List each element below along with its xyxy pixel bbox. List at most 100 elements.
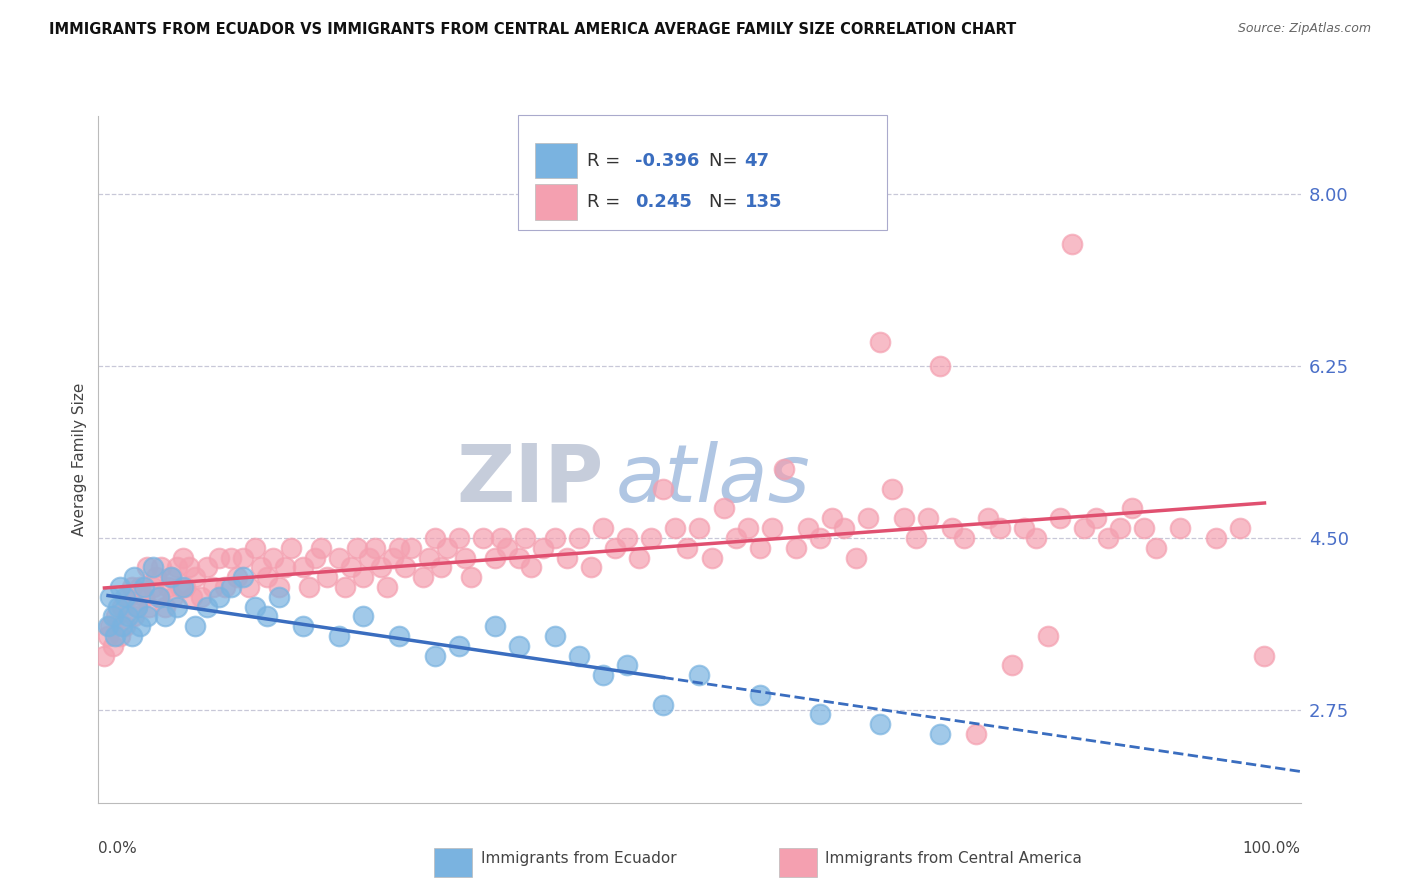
Point [232, 550, 254, 565]
Point [928, 727, 950, 741]
Text: Source: ZipAtlas.com: Source: ZipAtlas.com [1237, 22, 1371, 36]
Point [652, 698, 675, 712]
Point [1049, 511, 1071, 525]
Point [108, 629, 131, 643]
Point [129, 619, 152, 633]
Point [761, 521, 783, 535]
Point [214, 580, 236, 594]
Point [124, 609, 146, 624]
Point [423, 531, 446, 545]
Point [1229, 521, 1251, 535]
Point [352, 609, 374, 624]
Point [454, 550, 477, 565]
Point [183, 570, 205, 584]
Point [208, 550, 231, 565]
Point [97, 619, 120, 633]
Point [1109, 521, 1132, 535]
Point [101, 639, 124, 653]
Point [430, 560, 453, 574]
Point [105, 609, 128, 624]
Point [370, 560, 392, 574]
Point [1073, 521, 1095, 535]
Point [141, 560, 163, 574]
Text: 47: 47 [745, 152, 769, 169]
Point [256, 609, 278, 624]
Point [181, 590, 204, 604]
Point [153, 609, 176, 624]
Point [520, 560, 543, 574]
Point [280, 541, 302, 555]
Point [101, 609, 124, 624]
Point [472, 531, 495, 545]
Point [183, 619, 205, 633]
Point [496, 541, 519, 555]
Point [869, 717, 891, 731]
Point [352, 570, 374, 584]
Point [364, 541, 387, 555]
Point [117, 609, 139, 624]
Point [97, 629, 120, 643]
Text: R =: R = [588, 193, 626, 211]
Point [111, 619, 134, 633]
Point [724, 531, 747, 545]
Point [772, 462, 794, 476]
Text: IMMIGRANTS FROM ECUADOR VS IMMIGRANTS FROM CENTRAL AMERICA AVERAGE FAMILY SIZE C: IMMIGRANTS FROM ECUADOR VS IMMIGRANTS FR… [49, 22, 1017, 37]
Point [129, 580, 152, 594]
Point [114, 619, 136, 633]
Text: 0.245: 0.245 [636, 193, 692, 211]
Point [232, 570, 254, 584]
Point [114, 590, 136, 604]
Point [568, 531, 591, 545]
Point [1170, 521, 1192, 535]
Point [138, 599, 160, 614]
Point [953, 531, 976, 545]
Point [357, 550, 380, 565]
Point [298, 580, 321, 594]
Point [135, 609, 157, 624]
Point [664, 521, 686, 535]
Point [652, 482, 675, 496]
Point [748, 541, 770, 555]
Text: atlas: atlas [616, 441, 810, 519]
Point [381, 550, 404, 565]
Point [111, 599, 134, 614]
Text: ZIP: ZIP [456, 441, 603, 519]
Point [125, 599, 148, 614]
Point [568, 648, 591, 663]
Point [484, 550, 506, 565]
Point [796, 521, 818, 535]
Point [1144, 541, 1167, 555]
Text: Immigrants from Ecuador: Immigrants from Ecuador [481, 851, 676, 865]
Point [100, 590, 122, 604]
Point [748, 688, 770, 702]
Point [166, 560, 188, 574]
Point [941, 521, 963, 535]
Text: Immigrants from Central America: Immigrants from Central America [825, 851, 1083, 865]
Point [808, 707, 831, 722]
Text: 100.0%: 100.0% [1243, 840, 1301, 855]
Point [93, 648, 115, 663]
Point [988, 521, 1011, 535]
Point [238, 580, 260, 594]
Point [195, 560, 218, 574]
Point [737, 521, 759, 535]
Point [388, 629, 411, 643]
Point [333, 580, 356, 594]
Point [808, 531, 831, 545]
Point [1121, 501, 1143, 516]
Point [267, 580, 290, 594]
Point [856, 511, 879, 525]
Point [399, 541, 422, 555]
Point [135, 560, 157, 574]
Point [219, 550, 242, 565]
Point [1025, 531, 1047, 545]
Point [201, 580, 224, 594]
Point [1001, 658, 1024, 673]
Point [157, 580, 180, 594]
Point [1097, 531, 1119, 545]
Point [592, 521, 614, 535]
Point [225, 570, 247, 584]
Point [515, 531, 537, 545]
Point [267, 590, 290, 604]
Text: 0.0%: 0.0% [98, 840, 138, 855]
